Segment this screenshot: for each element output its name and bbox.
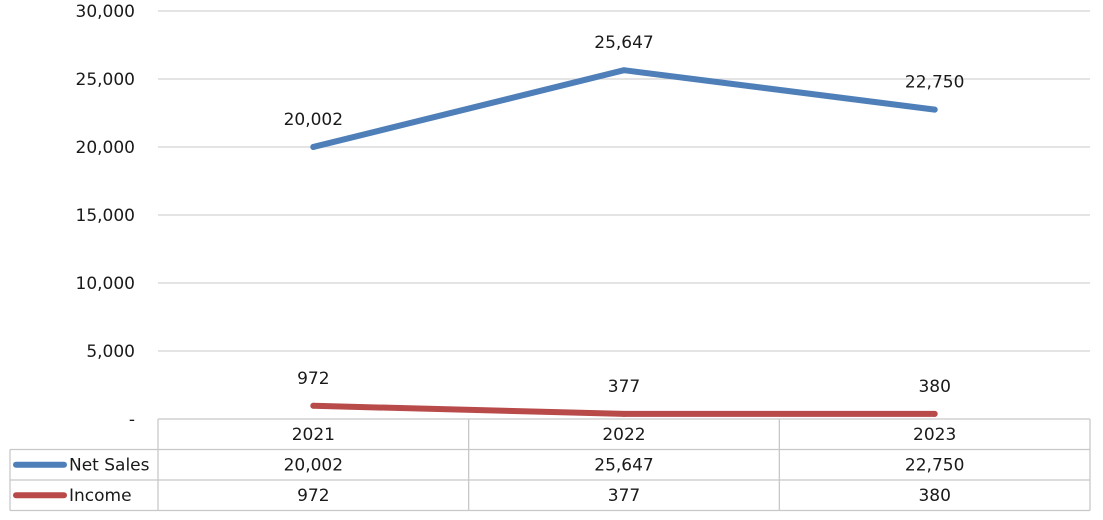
data-point — [310, 143, 317, 150]
y-axis-tick-labels: - 5,000 10,000 15,000 20,000 25,000 30,000 — [76, 2, 135, 430]
series-name: Net Sales — [69, 456, 150, 476]
data-label: 377 — [608, 377, 640, 397]
y-tick-label: 5,000 — [86, 342, 135, 362]
table-cell-value: 972 — [297, 486, 329, 506]
category-label: 2022 — [602, 425, 645, 445]
y-tick-label: 20,000 — [76, 138, 135, 158]
table-cell-value: 20,002 — [284, 456, 343, 476]
data-labels: 20,002 25,647 22,750 972 377 380 — [284, 33, 965, 397]
data-point — [931, 106, 938, 113]
data-label: 25,647 — [594, 33, 653, 53]
data-label: 972 — [297, 369, 329, 389]
y-tick-label: 25,000 — [76, 70, 135, 90]
data-label: 380 — [918, 377, 950, 397]
data-label: 22,750 — [905, 73, 964, 93]
table-cell-value: 22,750 — [905, 456, 964, 476]
data-point — [621, 410, 627, 417]
series-name: Income — [69, 486, 132, 506]
series-line — [310, 67, 938, 150]
y-tick-label: - — [129, 410, 135, 430]
data-point — [621, 67, 627, 74]
category-label: 2023 — [913, 425, 956, 445]
data-table: 2021 2022 2023 Net Sales 20,002 25,647 22,750 I… — [9, 418, 1091, 512]
series-lines — [310, 67, 938, 417]
table-cell-value: 25,647 — [594, 456, 653, 476]
table-cell-value: 377 — [608, 486, 640, 506]
y-tick-label: 30,000 — [76, 2, 135, 22]
gridlines — [158, 10, 1090, 352]
data-label: 20,002 — [284, 110, 343, 130]
category-label: 2021 — [292, 425, 335, 445]
y-tick-label: 15,000 — [76, 206, 135, 226]
data-point — [931, 410, 938, 417]
table-cell-value: 380 — [918, 486, 950, 506]
y-tick-label: 10,000 — [76, 274, 135, 294]
data-point — [310, 402, 317, 409]
